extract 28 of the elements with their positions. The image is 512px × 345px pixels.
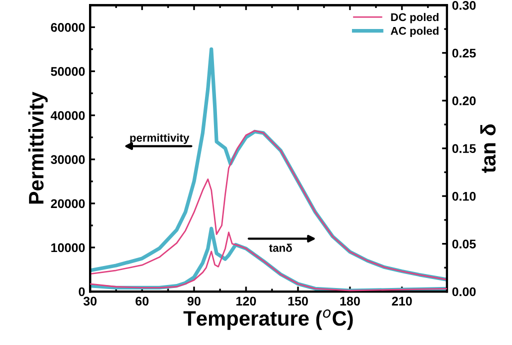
y-tick-label: 10000	[51, 243, 85, 252]
annotation: tanδ	[269, 244, 292, 252]
y2-tick-label: 0.30	[452, 0, 476, 10]
x-tick-label: 30	[83, 296, 97, 306]
legend-label: DC poled	[391, 12, 438, 24]
x-tick-label: 90	[188, 296, 200, 306]
y2-tick-label: 0.20	[452, 96, 476, 106]
y-tick-label: 30000	[50, 155, 85, 164]
y2-tick-label: 0.00	[452, 287, 476, 296]
x-tick-label: 210	[392, 296, 412, 306]
legend-label: AC poled	[390, 26, 438, 37]
annotation: permittivity	[130, 134, 190, 144]
x-tick-label: 120	[236, 296, 256, 306]
y-tick-label: 0	[78, 287, 85, 296]
x-tick-label: 150	[288, 296, 308, 306]
y-tick-label: 40000	[50, 111, 85, 120]
y-axis-title: Permittivity	[28, 92, 48, 204]
y2-tick-label: 0.10	[452, 192, 476, 201]
x-axis-title: Temperature ($^{o}$C)	[183, 309, 353, 330]
x-tick-label: 60	[136, 296, 149, 306]
y2-tick-label: 0.05	[452, 240, 476, 248]
y2-tick-label: 0.15	[452, 144, 476, 153]
y-tick-label: 60000	[50, 23, 85, 32]
y-tick-label: 20000	[50, 199, 85, 208]
x-tick-label: 180	[340, 296, 360, 306]
y-tick-label: 50000	[50, 67, 85, 76]
y2-tick-label: 0.25	[452, 48, 476, 58]
y2-axis-title: tan δ	[480, 124, 496, 173]
